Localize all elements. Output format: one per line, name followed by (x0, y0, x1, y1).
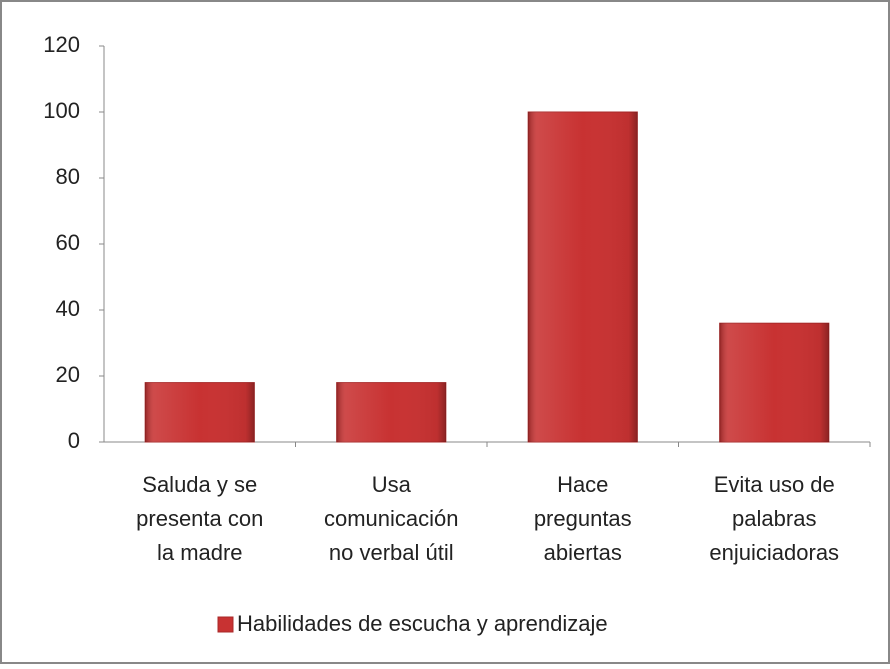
y-tick-label: 120 (43, 32, 80, 57)
y-tick-label: 0 (68, 428, 80, 453)
legend-label: Habilidades de escucha y aprendizaje (237, 611, 608, 636)
bar-shade (336, 382, 446, 442)
x-tick-label: Saluda y se (142, 472, 257, 497)
x-tick-label: no verbal útil (329, 540, 454, 565)
x-tick-label: Usa (372, 472, 412, 497)
x-tick-label: Evita uso de (714, 472, 835, 497)
x-tick-label: la madre (157, 540, 243, 565)
x-tick-label: palabras (732, 506, 816, 531)
x-tick-label: comunicación (324, 506, 459, 531)
x-tick-label: preguntas (534, 506, 632, 531)
bar-shade (145, 382, 255, 442)
y-tick-label: 60 (56, 230, 80, 255)
bar-shade (719, 323, 829, 442)
y-tick-label: 80 (56, 164, 80, 189)
x-tick-label: enjuiciadoras (709, 540, 839, 565)
bar-shade (528, 112, 638, 442)
y-tick-label: 100 (43, 98, 80, 123)
x-tick-label: presenta con (136, 506, 263, 531)
legend-swatch (217, 616, 234, 633)
y-tick-label: 40 (56, 296, 80, 321)
x-tick-label: Hace (557, 472, 608, 497)
y-tick-label: 20 (56, 362, 80, 387)
x-tick-label: abiertas (544, 540, 622, 565)
